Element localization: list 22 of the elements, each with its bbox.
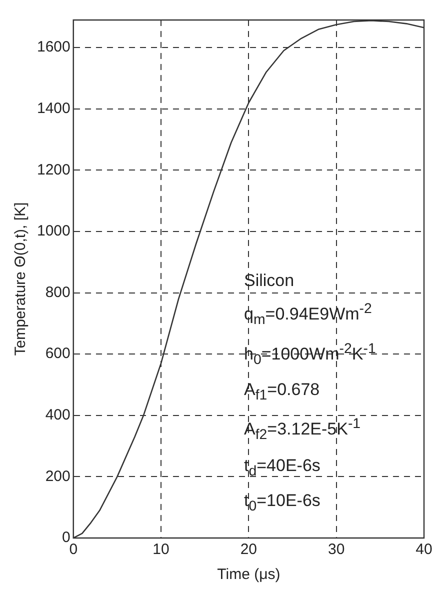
y-tick-label: 1600 — [36, 38, 70, 56]
y-tick-label: 600 — [45, 345, 70, 362]
text: h$_{0}$=1000Wm$^{-2}$K$^{-1}$ — [244, 341, 376, 368]
text: A$_{f2}$=3.12E-5K$^{-1}$ — [244, 416, 361, 444]
x-tick-label: 30 — [328, 541, 345, 558]
y-axis-title: Temperature Θ(0,t), [K] — [12, 202, 30, 356]
x-axis-title: Time (μs) — [217, 566, 280, 584]
text: q$_{m}$=0.94E9Wm$^{-2}$ — [244, 301, 372, 328]
text: A$_{f1}$=0.678 — [244, 380, 320, 404]
x-tick-label: 40 — [416, 541, 432, 558]
y-tick-label: 1400 — [36, 100, 70, 118]
y-tick-label: 0 — [62, 529, 70, 546]
x-tick-label: 20 — [240, 541, 258, 558]
text: Silicon — [244, 271, 294, 290]
y-tick-label: 1000 — [36, 222, 70, 240]
x-tick-label: 10 — [152, 541, 170, 558]
text: t$_{0}$=10E-6s — [244, 490, 320, 514]
y-tick-label: 400 — [45, 406, 70, 424]
y-tick-label: 1200 — [36, 161, 70, 178]
text: t$_{d}$=40E-6s — [244, 456, 320, 479]
y-tick-label: 800 — [45, 284, 70, 301]
y-tick-label: 200 — [45, 468, 70, 485]
